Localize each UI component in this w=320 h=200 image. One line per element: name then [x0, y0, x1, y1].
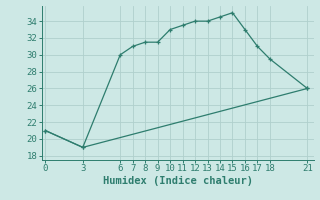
X-axis label: Humidex (Indice chaleur): Humidex (Indice chaleur) [103, 176, 252, 186]
